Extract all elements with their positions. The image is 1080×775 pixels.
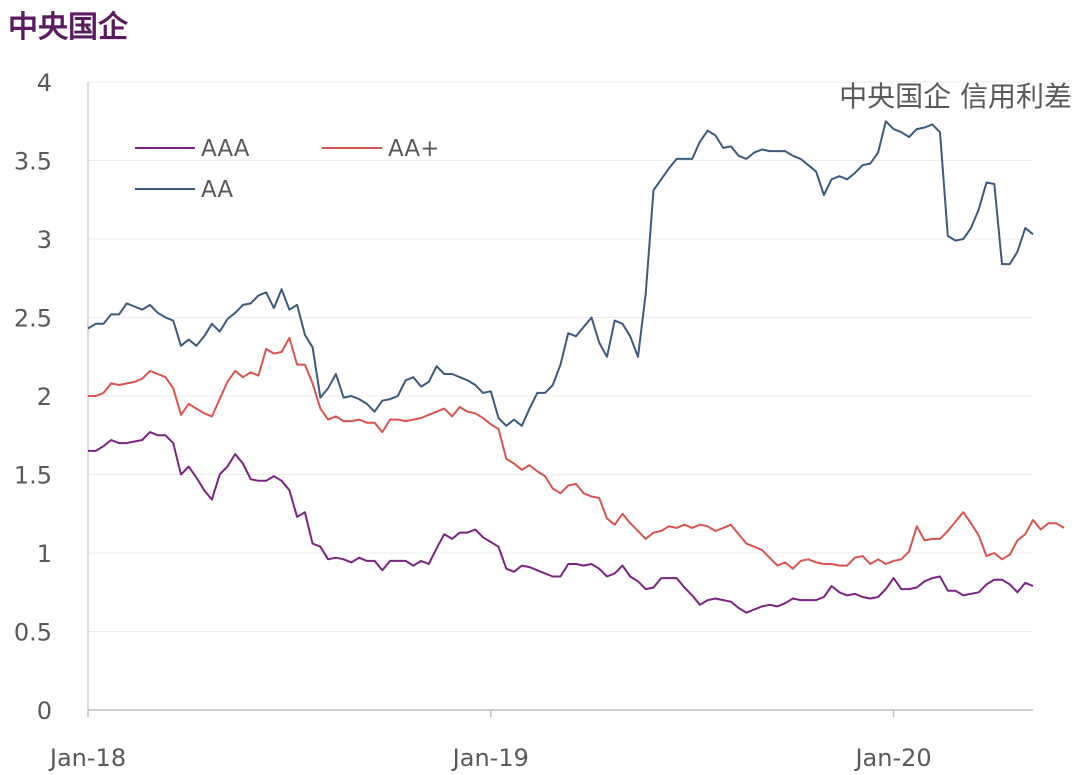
gridlines: [88, 81, 1033, 632]
x-tick-label: Jan-20: [853, 744, 931, 772]
y-tick-label: 2: [37, 383, 52, 411]
chart-title: 中央国企 信用利差: [839, 80, 1072, 113]
legend-label: AAA: [201, 136, 250, 162]
legend: AAA AA+ AA: [135, 136, 439, 203]
x-tick-label: Jan-19: [451, 744, 529, 772]
series-line-aa: [87, 120, 1034, 427]
y-axis: 0 0.5 1 1.5 2 2.5 3 3.5 4: [14, 69, 89, 725]
legend-label: AA: [201, 177, 233, 203]
y-tick-label: 2.5: [14, 305, 52, 333]
y-tick-label: 4: [37, 69, 52, 97]
series-line-aa-plus: [88, 336, 1065, 570]
y-tick-label: 0.5: [14, 619, 52, 647]
y-tick-label: 3: [37, 226, 52, 254]
y-tick-label: 1.5: [14, 462, 52, 490]
y-tick-label: 0: [37, 697, 52, 725]
legend-label: AA+: [388, 136, 439, 162]
x-tick-label: Jan-18: [48, 744, 126, 772]
series-line-aaa: [88, 431, 1034, 614]
page-title: 中央国企: [8, 10, 128, 45]
y-tick-label: 1: [37, 540, 52, 568]
x-axis: Jan-18 Jan-19 Jan-20: [48, 709, 1033, 772]
series-lines: [87, 120, 1065, 614]
y-tick-label: 3.5: [14, 148, 52, 176]
